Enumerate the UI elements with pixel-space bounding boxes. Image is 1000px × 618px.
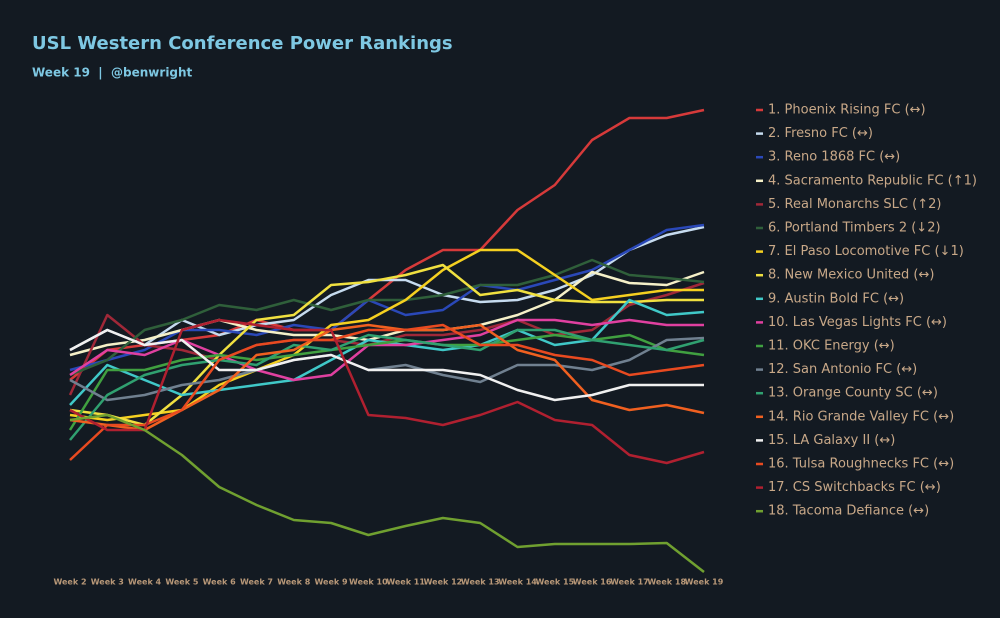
x-tick-label: Week 2 [53,578,86,587]
x-tick-label: Week 3 [91,578,124,587]
legend-label: 18. Tacoma Defiance (↔) [768,504,929,519]
series-line [69,223,705,372]
legend-label: 10. Las Vegas Lights FC (↔) [768,315,947,330]
series-line [69,248,704,422]
legend-label: 8. New Mexico United (↔) [768,268,934,283]
chart-subtitle: Week 19 | @benwright [32,66,193,80]
x-tick-label: Week 10 [349,578,388,587]
legend-label: 4. Sacramento Republic FC (↑1) [768,173,977,188]
legend-label: 15. LA Galaxy II (↔) [768,433,895,448]
x-tick-label: Week 6 [203,578,236,587]
x-tick-label: Week 7 [240,578,273,587]
legend-label: 6. Portland Timbers 2 (↓2) [768,221,941,236]
x-tick-label: Week 8 [277,578,310,587]
series-line [69,258,705,377]
x-tick-label: Week 4 [128,578,161,587]
x-tick-label: Week 16 [573,578,612,587]
x-tick-label: Week 19 [685,578,724,587]
legend-label: 13. Orange County SC (↔) [768,386,938,401]
legend-label: 17. CS Switchbacks FC (↔) [768,480,941,495]
legend-label: 9. Austin Bold FC (↔) [768,291,904,306]
x-tick-label: Week 15 [536,578,575,587]
chart-title: USL Western Conference Power Rankings [32,33,453,54]
x-tick-label: Week 12 [424,578,463,587]
series-line [69,323,705,461]
legend-label: 16. Tulsa Roughnecks FC (↔) [768,457,954,472]
legend-label: 3. Reno 1868 FC (↔) [768,150,900,165]
series-line [69,328,704,402]
series-line [69,413,705,573]
x-tick-label: Week 5 [165,578,198,587]
x-tick-label: Week 11 [386,578,425,587]
x-tick-label: Week 14 [498,578,537,587]
x-tick-label: Week 17 [610,578,649,587]
series-line [69,263,704,427]
series-line [69,318,704,382]
legend-label: 5. Real Monarchs SLC (↑2) [768,197,941,212]
legend-label: 11. OKC Energy (↔) [768,339,895,354]
series-line [69,270,705,357]
series-line [69,225,705,352]
series-line [68,333,705,431]
x-tick-label: Week 13 [461,578,500,587]
legend-label: 2. Fresno FC (↔) [768,126,873,141]
legend-label: 1. Phoenix Rising FC (↔) [768,103,926,118]
x-tick-label: Week 9 [315,578,348,587]
series-line [69,336,705,402]
legend-label: 14. Rio Grande Valley FC (↔) [768,409,954,424]
legend-label: 12. San Antonio FC (↔) [768,362,917,377]
series-line [69,318,705,465]
x-tick-label: Week 18 [647,578,686,587]
series-line [69,328,705,441]
legend-label: 7. El Paso Locomotive FC (↓1) [768,244,964,259]
